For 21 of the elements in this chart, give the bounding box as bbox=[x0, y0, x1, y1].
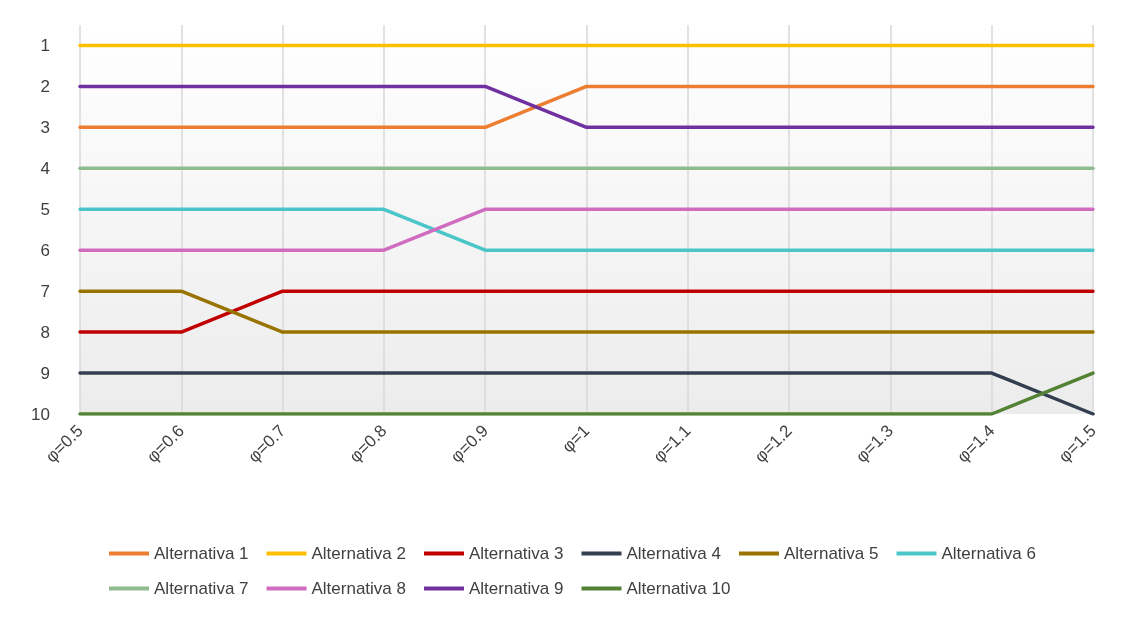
y-tick-label: 4 bbox=[40, 158, 50, 178]
legend-label: Alternativa 7 bbox=[154, 579, 249, 598]
y-tick-label: 5 bbox=[40, 199, 50, 219]
legend-label: Alternativa 4 bbox=[626, 544, 721, 563]
legend-label: Alternativa 9 bbox=[469, 579, 564, 598]
y-tick-label: 3 bbox=[40, 117, 50, 137]
legend-label: Alternativa 3 bbox=[469, 544, 564, 563]
legend-label: Alternativa 8 bbox=[311, 579, 407, 598]
legend-label: Alternativa 1 bbox=[154, 544, 249, 563]
legend-label: Alternativa 5 bbox=[784, 544, 879, 563]
legend-label: Alternativa 2 bbox=[311, 544, 407, 563]
y-tick-label: 7 bbox=[40, 281, 50, 301]
legend-label: Alternativa 6 bbox=[941, 544, 1036, 563]
y-tick-label: 8 bbox=[40, 322, 50, 342]
y-tick-label: 9 bbox=[40, 363, 50, 383]
y-tick-label: 10 bbox=[31, 404, 50, 424]
y-tick-label: 1 bbox=[40, 35, 50, 55]
x-tick-label: φ=1 bbox=[558, 421, 594, 457]
y-tick-label: 6 bbox=[40, 240, 50, 260]
legend-label: Alternativa 10 bbox=[626, 579, 731, 598]
y-tick-label: 2 bbox=[40, 76, 50, 96]
